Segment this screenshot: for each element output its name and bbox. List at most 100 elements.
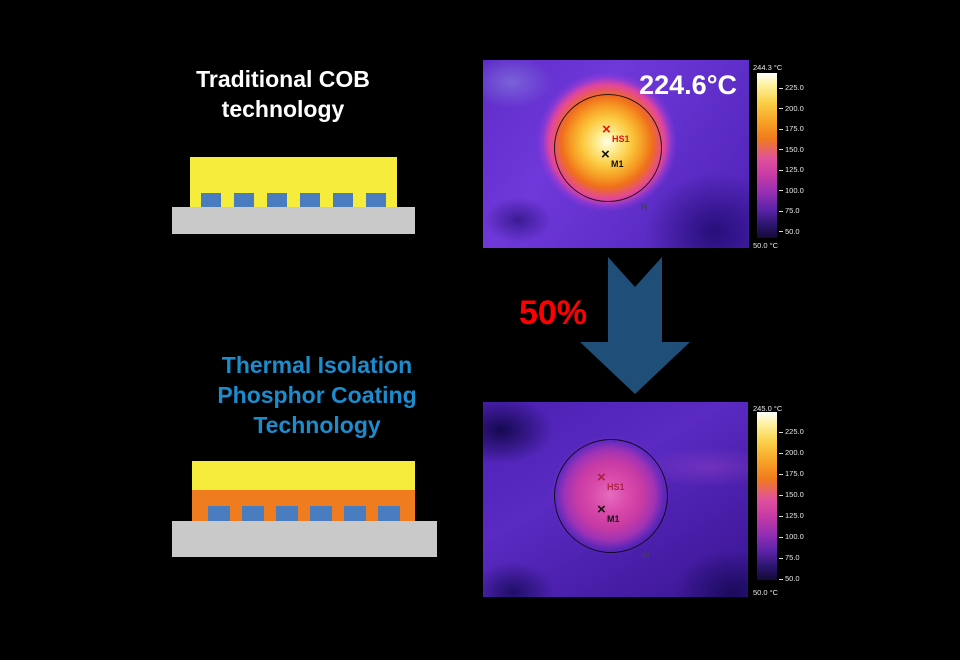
led-chip <box>343 506 366 521</box>
thermal-image-tip: × HS1 × M1 H 245.0 °C 225.0 200.0 175.0 … <box>483 400 810 600</box>
title-line: Traditional COB <box>196 66 370 92</box>
tick-label: 175.0 <box>785 469 804 478</box>
tick-dash <box>779 515 783 517</box>
down-arrow-shape <box>580 257 690 394</box>
scale-tick: 175.0 <box>779 125 804 133</box>
tick-dash <box>779 128 783 130</box>
substrate-tip <box>172 521 437 557</box>
title-line: Phosphor Coating <box>217 382 417 408</box>
tick-dash <box>779 231 783 233</box>
scale-tick: 125.0 <box>779 512 804 520</box>
tick-label: 125.0 <box>785 511 804 520</box>
led-chip-row <box>190 193 397 207</box>
scale-tick: 50.0 <box>779 226 804 236</box>
hotspot-region-outline <box>554 439 668 553</box>
tick-label: 100.0 <box>785 532 804 541</box>
led-chip <box>241 506 264 521</box>
tick-dash <box>779 578 783 580</box>
thermal-image-traditional: 224.6°C × HS1 × M1 H 244.3 °C 225.0 200.… <box>483 55 810 250</box>
phosphor-layer-tip <box>192 461 415 490</box>
led-chip <box>300 193 320 207</box>
scale-tick: 175.0 <box>779 470 804 478</box>
tick-label: 150.0 <box>785 490 804 499</box>
marker-label: M1 <box>607 514 620 524</box>
color-scale-bar <box>757 73 777 238</box>
scale-tick: 150.0 <box>779 491 804 499</box>
tick-label: 150.0 <box>785 144 804 154</box>
marker-label: M1 <box>611 159 624 169</box>
title-line: Thermal Isolation <box>221 352 413 378</box>
isolation-layer-tip <box>192 490 415 521</box>
led-chip <box>309 506 332 521</box>
down-arrow-icon <box>580 257 690 394</box>
x-marker-icon: × <box>597 469 606 486</box>
title-line: Technology <box>253 412 381 438</box>
scale-tick: 75.0 <box>779 207 804 215</box>
marker-label: HS1 <box>607 482 625 492</box>
scale-tick: 125.0 <box>779 166 804 174</box>
led-chip <box>275 506 298 521</box>
scale-tick: 100.0 <box>779 533 804 541</box>
tick-label: 200.0 <box>785 103 804 113</box>
scale-max-label: 244.3 °C <box>753 63 783 72</box>
tick-dash <box>779 431 783 433</box>
tick-label: 125.0 <box>785 165 804 175</box>
tick-label: 50.0 <box>785 226 800 236</box>
scale-tick: 225.0 <box>779 84 804 92</box>
scale-ticks: 225.0 200.0 175.0 150.0 125.0 100.0 75.0… <box>779 84 804 236</box>
scale-tick: 150.0 <box>779 144 804 154</box>
x-marker-icon: × <box>601 146 610 163</box>
tick-label: 225.0 <box>785 427 804 436</box>
tick-dash <box>779 557 783 559</box>
hotspot-region-outline <box>554 94 662 202</box>
thermal-photo: 224.6°C × HS1 × M1 H <box>483 60 749 248</box>
scale-tick: 50.0 <box>779 575 804 583</box>
traditional-cob-title: Traditional COB technology <box>158 64 408 124</box>
led-chip <box>201 193 221 207</box>
color-scale-bar <box>757 412 777 580</box>
scale-tick: 225.0 <box>779 428 804 436</box>
thermal-photo: × HS1 × M1 H <box>483 402 748 597</box>
scale-min-label: 50.0 °C <box>753 241 779 250</box>
tick-dash <box>779 149 783 151</box>
tick-label: 75.0 <box>785 206 800 216</box>
tick-dash <box>779 210 783 212</box>
temperature-scale: 244.3 °C 225.0 200.0 175.0 150.0 125.0 1… <box>749 55 810 250</box>
tick-label: 200.0 <box>785 448 804 457</box>
scale-ticks: 225.0 200.0 175.0 150.0 125.0 100.0 75.0… <box>779 428 804 583</box>
led-chip <box>366 193 386 207</box>
phosphor-layer-traditional <box>190 157 397 207</box>
tick-dash <box>779 536 783 538</box>
tick-dash <box>779 87 783 89</box>
scale-tick: 100.0 <box>779 185 804 195</box>
tick-dash <box>779 452 783 454</box>
marker-label: HS1 <box>612 134 630 144</box>
substrate-traditional <box>172 207 415 234</box>
tick-dash <box>779 190 783 192</box>
led-chip-row <box>192 506 415 521</box>
scale-tick: 75.0 <box>779 554 804 562</box>
area-label: H <box>641 202 648 212</box>
scale-tick: 200.0 <box>779 103 804 113</box>
tick-label: 100.0 <box>785 185 804 195</box>
temperature-reading: 224.6°C <box>639 70 737 100</box>
led-chip <box>267 193 287 207</box>
tick-dash <box>779 108 783 110</box>
led-chip <box>377 506 400 521</box>
temperature-scale: 245.0 °C 225.0 200.0 175.0 150.0 125.0 1… <box>749 400 810 600</box>
scale-max-label: 245.0 °C <box>753 404 783 413</box>
scale-min-label: 50.0 °C <box>753 588 779 597</box>
x-marker-icon: × <box>602 121 611 138</box>
tick-label: 175.0 <box>785 124 804 134</box>
x-marker-icon: × <box>597 501 606 518</box>
temperature-reduction-label: 50% <box>518 294 588 332</box>
tick-label: 50.0 <box>785 574 800 583</box>
led-chip <box>207 506 230 521</box>
tick-dash <box>779 169 783 171</box>
tick-dash <box>779 494 783 496</box>
scale-tick: 200.0 <box>779 449 804 457</box>
tick-label: 225.0 <box>785 83 804 92</box>
tick-dash <box>779 473 783 475</box>
area-label: H <box>643 550 650 560</box>
